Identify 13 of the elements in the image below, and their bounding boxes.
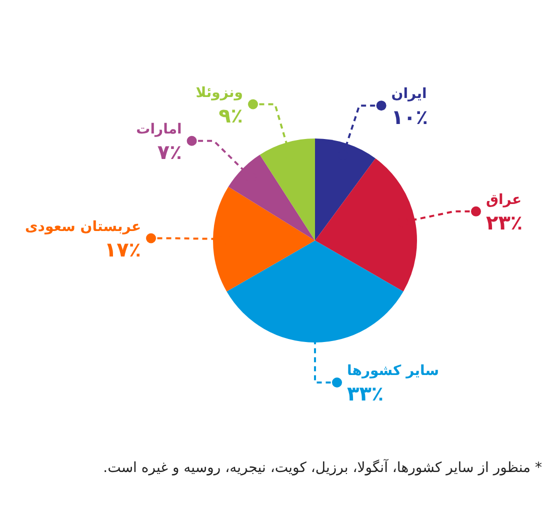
text: * منظور از سایر کشورها، آنگولا، برزیل، کویت، نیجریه، روسیه و غیره است. <box>102 460 542 476</box>
data-label: ۷٪ <box>157 140 182 164</box>
slice-label: سایر کشورها <box>347 363 440 380</box>
slice-label: ونزوئلا <box>196 84 243 101</box>
slice-label: عربستان سعودی <box>24 218 142 235</box>
data-label: ۲۳٪ <box>486 210 523 235</box>
data-label: ۱۷٪ <box>104 237 142 262</box>
data-label: ۳۳٪ <box>347 382 384 406</box>
data-label: ۱۰٪ <box>391 104 428 129</box>
slice-label: عراق <box>486 192 522 208</box>
slice-label: امارات <box>136 122 182 138</box>
data-label: ۹٪ <box>218 103 243 128</box>
slice-label: ایران <box>391 86 427 102</box>
